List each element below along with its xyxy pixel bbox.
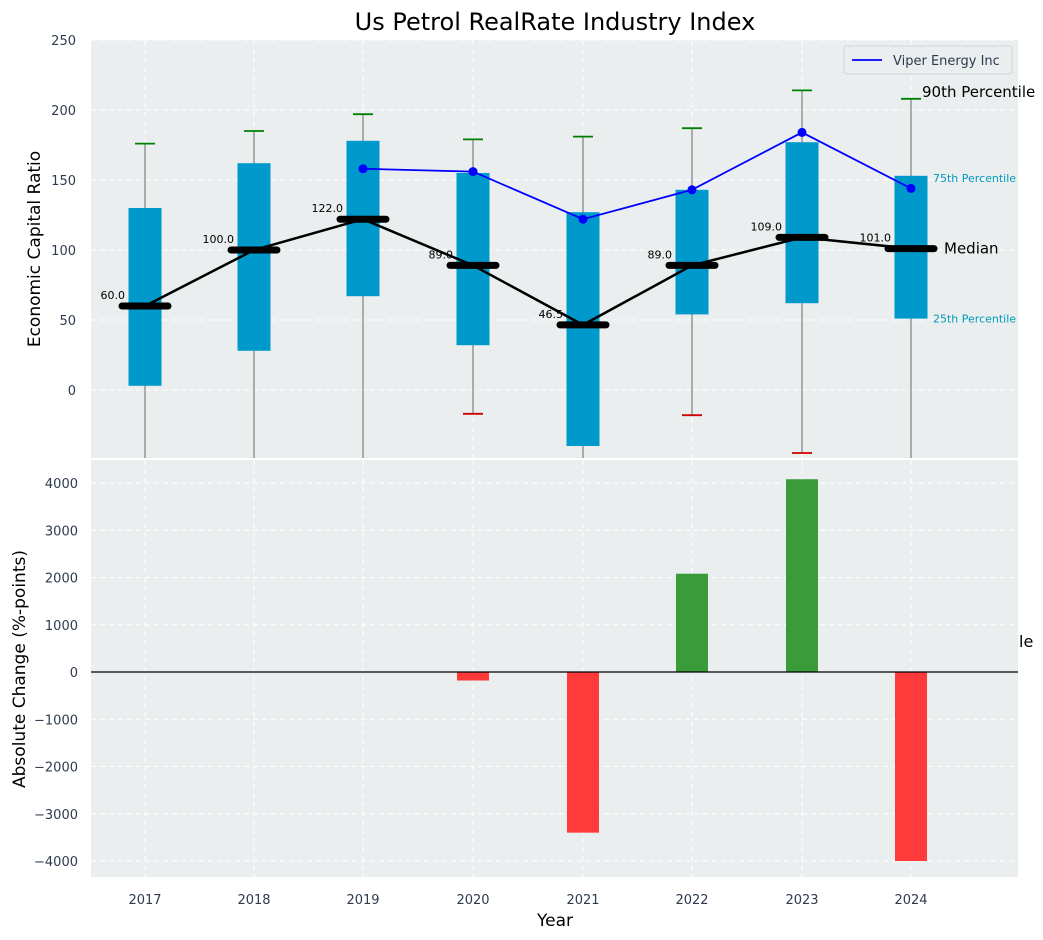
x-tick-label: 2022 xyxy=(675,893,708,908)
series-line-0 xyxy=(362,131,912,221)
bottom-y-tick-label: −3000 xyxy=(34,808,78,823)
box-2017 xyxy=(128,208,162,386)
bottom-y-tick-label: −2000 xyxy=(34,761,78,776)
annotation-p90: 90th Percentile xyxy=(922,83,1035,101)
bottom-plot-background xyxy=(91,460,1018,877)
bottom-y-tick-label: 0 xyxy=(70,666,78,681)
series-point-2023 xyxy=(797,127,807,137)
bottom-y-ticks: −4000 −3000 −2000 −1000 0 1000 2000 3000 4000 xyxy=(34,477,78,870)
top-panel: 0 50 100 150 200 250 Economic Capital Ratio 6… xyxy=(25,34,1035,458)
x-tick-label: 2024 xyxy=(894,893,927,908)
chart-title: Us Petrol RealRate Industry Index xyxy=(355,8,756,36)
bottom-panel: −4000 −3000 −2000 −1000 0 1000 2000 3000 4000 Ab… xyxy=(10,460,1033,931)
annotation-median: Median xyxy=(944,240,999,258)
top-y-axis-label: Economic Capital Ratio xyxy=(25,151,45,347)
median-data-label: 89.0 xyxy=(648,248,673,261)
bar-2024 xyxy=(895,672,927,861)
clipped-annotation: le xyxy=(1019,632,1033,651)
series-point-2019 xyxy=(358,164,368,174)
annotation-p75: 75th Percentile xyxy=(933,172,1016,185)
top-y-tick-label: 250 xyxy=(51,34,76,49)
x-tick-label: 2017 xyxy=(128,893,161,908)
annotation-p25: 25th Percentile xyxy=(933,313,1016,326)
median-data-label: 109.0 xyxy=(751,220,783,233)
top-y-tick-label: 100 xyxy=(51,244,76,259)
bar-2021 xyxy=(567,672,599,833)
bottom-y-axis-label: Absolute Change (%-points) xyxy=(10,550,30,788)
bar-2023 xyxy=(786,479,818,672)
bar-2020 xyxy=(457,672,489,681)
bottom-y-tick-label: 4000 xyxy=(45,477,78,492)
percentile-annotations: 90th Percentile 75th Percentile Median 25th… xyxy=(922,83,1035,326)
top-y-tick-label: 200 xyxy=(51,104,76,119)
x-tick-label: 2018 xyxy=(237,893,270,908)
series-point-2021 xyxy=(578,214,588,224)
median-data-label: 122.0 xyxy=(312,202,344,215)
bottom-grid xyxy=(91,460,1018,877)
x-axis-label: Year xyxy=(536,911,573,931)
top-y-tick-label: 50 xyxy=(59,314,76,329)
box-2023 xyxy=(785,142,819,304)
median-line: 60.0 100.0 122.0 89.0 46.5 89.0 109.0 101.0 xyxy=(101,202,938,329)
bar-2022 xyxy=(676,573,708,672)
legend: Viper Energy Inc xyxy=(843,45,1013,75)
legend-label: Viper Energy Inc xyxy=(893,54,1000,69)
bottom-y-tick-label: −1000 xyxy=(34,713,78,728)
bottom-y-tick-label: −4000 xyxy=(34,855,78,870)
legend-box xyxy=(843,45,1013,75)
x-ticks: 2017 2018 2019 2020 2021 2022 2023 2024 xyxy=(128,893,927,908)
median-data-label: 100.0 xyxy=(203,233,235,246)
series-lines xyxy=(358,127,916,224)
bottom-y-tick-label: 3000 xyxy=(45,524,78,539)
series-point-2022 xyxy=(687,185,697,195)
box-2022 xyxy=(675,189,709,315)
top-y-ticks: 0 50 100 150 200 250 xyxy=(51,34,76,399)
median-trend-line xyxy=(144,217,912,327)
x-tick-label: 2023 xyxy=(785,893,818,908)
change-bars xyxy=(91,479,1018,861)
x-tick-label: 2021 xyxy=(566,893,599,908)
median-data-label: 60.0 xyxy=(101,289,126,302)
top-y-tick-label: 0 xyxy=(68,384,76,399)
x-tick-label: 2019 xyxy=(346,893,379,908)
series-point-2020 xyxy=(468,167,478,177)
box-2021 xyxy=(566,212,600,446)
median-data-label: 101.0 xyxy=(860,232,892,245)
bottom-y-tick-label: 2000 xyxy=(45,572,78,587)
median-data-label: 46.5 xyxy=(539,308,564,321)
top-y-tick-label: 150 xyxy=(51,174,76,189)
box-2020 xyxy=(456,173,490,346)
bottom-y-tick-label: 1000 xyxy=(45,619,78,634)
x-tick-label: 2020 xyxy=(456,893,489,908)
series-point-2024 xyxy=(906,183,916,193)
median-data-label: 89.0 xyxy=(429,248,454,261)
